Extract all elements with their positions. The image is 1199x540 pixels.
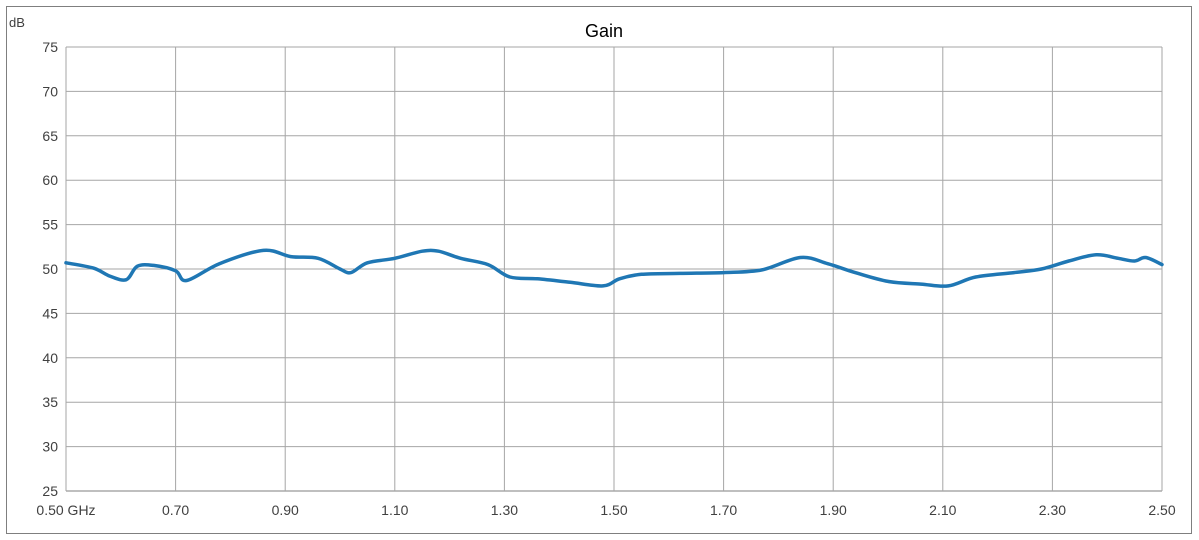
chart-frame: Gain dB 25 30 35 40 45 50 55 60 65 70 75 0.50 GHz 0… bbox=[6, 6, 1192, 534]
gain-series-line bbox=[64, 248, 1164, 288]
x-tick-label: 1.30 bbox=[491, 502, 518, 518]
y-tick-label: 65 bbox=[42, 128, 58, 144]
y-tick-label: 55 bbox=[42, 217, 58, 233]
chart-title: Gain bbox=[585, 21, 623, 41]
y-tick-labels: 25 30 35 40 45 50 55 60 65 70 75 bbox=[42, 39, 58, 499]
y-tick-label: 35 bbox=[42, 394, 58, 410]
x-tick-label: 1.70 bbox=[710, 502, 737, 518]
series-lines bbox=[64, 248, 1164, 288]
y-tick-label: 75 bbox=[42, 39, 58, 55]
x-tick-label: 1.90 bbox=[820, 502, 847, 518]
y-tick-label: 40 bbox=[42, 350, 58, 366]
y-tick-label: 45 bbox=[42, 305, 58, 321]
x-tick-label: 1.50 bbox=[600, 502, 627, 518]
x-tick-label: 0.90 bbox=[272, 502, 299, 518]
x-tick-label: 0.70 bbox=[162, 502, 189, 518]
y-tick-label: 60 bbox=[42, 172, 58, 188]
x-tick-label: 2.50 bbox=[1148, 502, 1175, 518]
y-tick-label: 50 bbox=[42, 261, 58, 277]
y-tick-label: 30 bbox=[42, 439, 58, 455]
y-axis-unit-label: dB bbox=[9, 15, 25, 30]
x-tick-label: 1.10 bbox=[381, 502, 408, 518]
x-tick-label: 0.50 GHz bbox=[36, 502, 95, 518]
x-tick-label: 2.30 bbox=[1039, 502, 1066, 518]
x-tick-label: 2.10 bbox=[929, 502, 956, 518]
gridlines bbox=[65, 46, 1163, 492]
y-tick-label: 25 bbox=[42, 483, 58, 499]
y-tick-label: 70 bbox=[42, 83, 58, 99]
x-tick-labels: 0.50 GHz 0.70 0.90 1.10 1.30 1.50 1.70 1.90 2.10… bbox=[36, 502, 1175, 518]
